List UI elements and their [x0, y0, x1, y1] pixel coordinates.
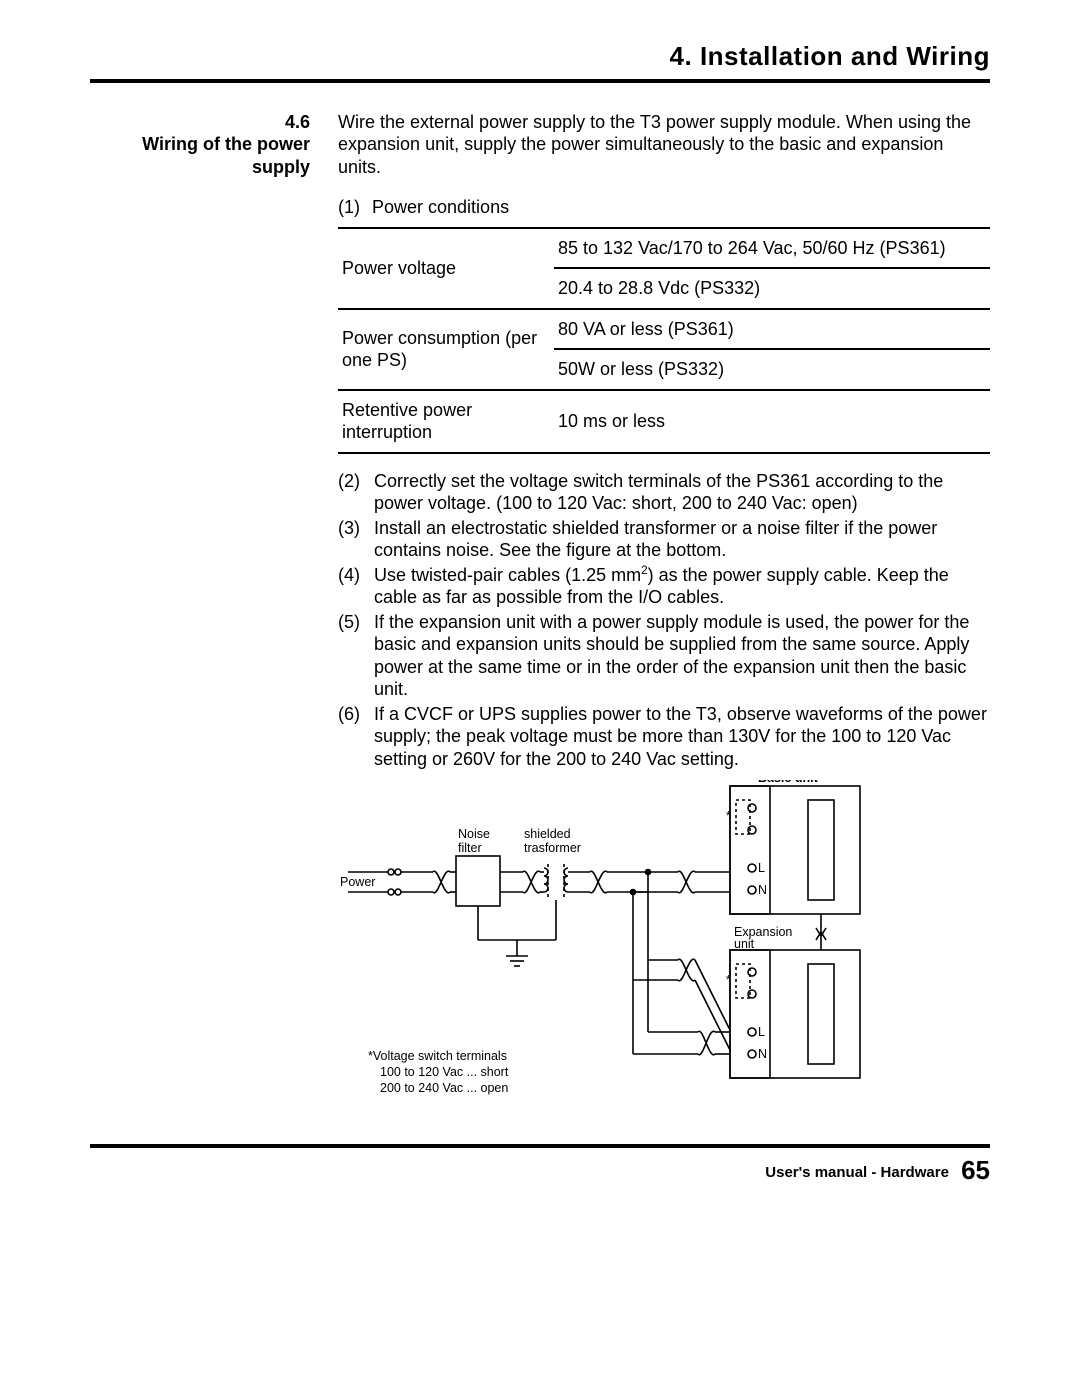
table-r2-val2: 50W or less (PS332) — [554, 349, 990, 390]
section-number: 4.6 — [90, 111, 310, 134]
table-r2-val1: 80 VA or less (PS361) — [554, 309, 990, 350]
note-6: (6) If a CVCF or UPS supplies power to t… — [338, 703, 990, 771]
table-r3-val1: 10 ms or less — [554, 390, 990, 453]
chapter-title: 4. Installation and Wiring — [90, 40, 990, 73]
diagram-star2: * — [726, 973, 731, 987]
wiring-diagram: Power Noise filter shielded trasformer B… — [338, 780, 990, 1126]
table-r1-val2: 20.4 to 28.8 Vdc (PS332) — [554, 268, 990, 309]
note-2: (2) Correctly set the voltage switch ter… — [338, 470, 990, 515]
diagram-vswitch-l1: *Voltage switch terminals — [368, 1049, 507, 1063]
table-r2-label: Power consumption (per one PS) — [338, 309, 554, 390]
note-4: (4) Use twisted-pair cables (1.25 mm2) a… — [338, 564, 990, 609]
item-1-number: (1) — [338, 196, 366, 219]
diagram-vswitch-l3: 200 to 240 Vac ... open — [380, 1081, 508, 1095]
notes-list: (2) Correctly set the voltage switch ter… — [338, 470, 990, 771]
section-title-line2: supply — [252, 157, 310, 177]
item-1: (1) Power conditions — [338, 196, 990, 219]
table-r3-label: Retentive power interruption — [338, 390, 554, 453]
diagram-label-power: Power — [340, 875, 375, 889]
power-conditions-table: Power voltage 85 to 132 Vac/170 to 264 V… — [338, 227, 990, 454]
svg-text:L: L — [758, 1025, 765, 1039]
intro-paragraph: Wire the external power supply to the T3… — [338, 111, 990, 179]
svg-text:N: N — [758, 883, 767, 897]
page-number: 65 — [961, 1155, 990, 1185]
item-1-label: Power conditions — [372, 196, 990, 219]
svg-text:N: N — [758, 1047, 767, 1061]
diagram-label-shielded2: trasformer — [524, 841, 581, 855]
table-r1-label: Power voltage — [338, 228, 554, 309]
diagram-vswitch-l2: 100 to 120 Vac ... short — [380, 1065, 509, 1079]
note-5: (5) If the expansion unit with a power s… — [338, 611, 990, 701]
chapter-rule — [90, 79, 990, 83]
note-3: (3) Install an electrostatic shielded tr… — [338, 517, 990, 562]
section-heading: 4.6 Wiring of the power supply — [90, 111, 310, 1126]
footer-rule — [90, 1144, 990, 1148]
page-footer: User's manual - Hardware 65 — [90, 1154, 990, 1187]
diagram-label-noise1: Noise — [458, 827, 490, 841]
section-title-line1: Wiring of the power — [142, 134, 310, 154]
diagram-label-basic: Basic unit — [758, 780, 819, 785]
footer-text: User's manual - Hardware — [765, 1164, 949, 1181]
diagram-label-shielded1: shielded — [524, 827, 571, 841]
svg-text:L: L — [758, 861, 765, 875]
wiring-diagram-svg: Power Noise filter shielded trasformer B… — [338, 780, 898, 1120]
table-r1-val1: 85 to 132 Vac/170 to 264 Vac, 50/60 Hz (… — [554, 228, 990, 269]
diagram-label-exp2: unit — [734, 937, 755, 951]
diagram-label-noise2: filter — [458, 841, 482, 855]
diagram-star1: * — [726, 809, 731, 823]
